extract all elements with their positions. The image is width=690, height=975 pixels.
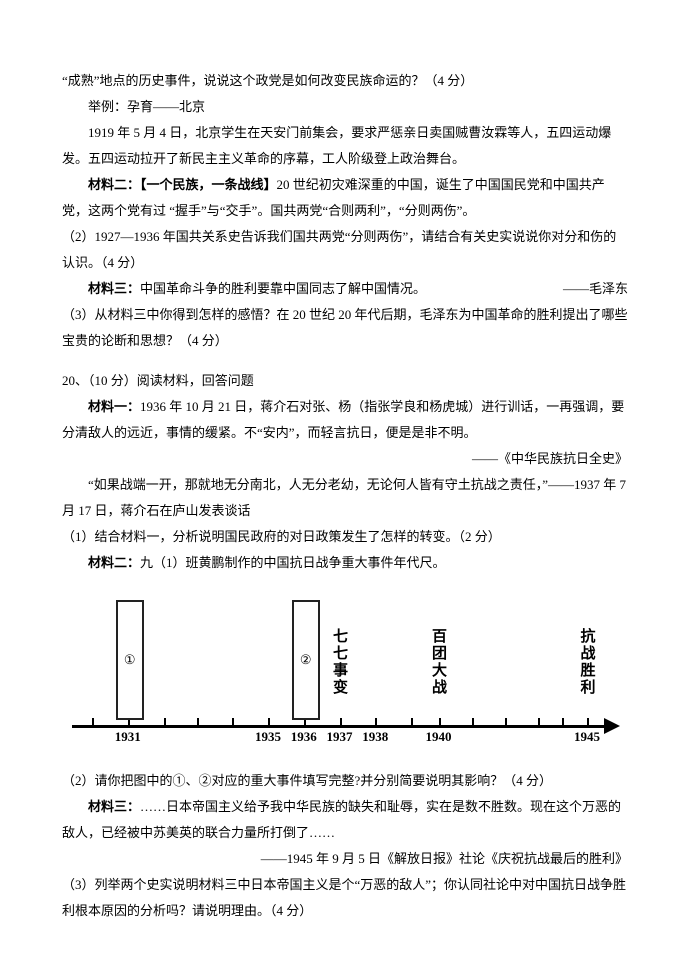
line-may4: 1919 年 5 月 4 日，北京学生在天安门前集会，要求严惩亲日卖国贼曹汝霖等… (62, 120, 628, 172)
line-prev-q: “成熟”地点的历史事件，说说这个政党是如何改变民族命运的？（4 分） (62, 68, 628, 94)
tick (562, 718, 564, 728)
q20-m1: 材料一：1936 年 10 月 21 日，蒋介石对张、杨（指张学良和杨虎城）进行… (62, 394, 628, 446)
year-label: 1935 (255, 724, 281, 750)
year-label: 1937 (327, 724, 353, 750)
q20-m3: 材料三：……日本帝国主义给予我中华民族的缺失和耻辱，实在是数不胜数。现在这个万恶… (62, 794, 628, 846)
q20-m1-cite1: ——《中华民族抗日全史》 (62, 446, 628, 472)
material-2: 材料二：【一个民族，一条战线】20 世纪初灾难深重的中国，诞生了中国国民党和中国… (62, 172, 628, 224)
event-label: 抗战胜利 (578, 604, 595, 720)
tick (505, 718, 507, 728)
material-3-cite: ——毛泽东 (537, 276, 628, 302)
tick (164, 718, 166, 728)
material-3: 材料三：中国革命斗争的胜利要靠中国同志了解中国情况。 ——毛泽东 (62, 276, 628, 302)
year-label: 1940 (426, 724, 452, 750)
blank-box: ① (116, 600, 144, 720)
q20-m3-head: 材料三： (88, 799, 140, 814)
event-label: 七七事变 (331, 604, 348, 720)
material-3-body: 中国革命斗争的胜利要靠中国同志了解中国情况。 (140, 281, 426, 296)
tick (472, 718, 474, 728)
event-label: 百团大战 (430, 604, 447, 720)
blank-box: ② (292, 600, 320, 720)
q20-title: 20、（10 分）阅读材料，回答问题 (62, 368, 628, 394)
q20-3: （3）列举两个史实说明材料三中日本帝国主义是个“万恶的敌人”；你认同社论中对中国… (62, 872, 628, 924)
year-label: 1938 (362, 724, 388, 750)
material-3-head: 材料三： (88, 281, 140, 296)
q-3: （3）从材料三中你得到怎样的感悟？在 20 世纪 20 年代后期，毛泽东为中国革… (62, 302, 628, 354)
event-label-text: 百团大战 (430, 628, 447, 696)
q20-m1-quote: “如果战端一开，那就地无分南北，人无分老幼，无论何人皆有守土抗战之责任，”——1… (62, 472, 628, 524)
q20-1: （1）结合材料一，分析说明国民政府的对日政策发生了怎样的转变。（2 分） (62, 524, 628, 550)
year-label: 1931 (115, 724, 141, 750)
arrowhead-icon (604, 718, 620, 734)
q20-m3-cite: ——1945 年 9 月 5 日《解放日报》社论《庆祝抗战最后的胜利》 (62, 846, 628, 872)
event-label-text: 七七事变 (331, 628, 348, 696)
tick (411, 718, 413, 728)
tick (232, 718, 234, 728)
q20-m2-body: 九（1）班黄鹏制作的中国抗日战争重大事件年代尺。 (140, 555, 446, 570)
q-2: （2）1927—1936 年国共关系史告诉我们国共两党“分则两伤”，请结合有关史… (62, 224, 628, 276)
q20-m2-head: 材料二： (88, 555, 140, 570)
tick (92, 718, 94, 728)
year-label: 1945 (574, 724, 600, 750)
exam-page: “成熟”地点的历史事件，说说这个政党是如何改变民族命运的？（4 分） 举例：孕育… (0, 0, 690, 964)
timeline-figure: 1931 1935 1936 1937 1938 1940 1945 ① ② 七七事变 百团大战 抗战… (62, 588, 628, 760)
tick (538, 718, 540, 728)
blank-box-id: ① (124, 647, 136, 673)
q20-m1-body: 1936 年 10 月 21 日，蒋介石对张、杨（指张学良和杨虎城）进行训话，一… (62, 399, 624, 440)
event-label-text: 抗战胜利 (578, 628, 595, 696)
tick (197, 718, 199, 728)
q20-2: （2）请你把图中的①、②对应的重大事件填写完整?并分别简要说明其影响？（4 分） (62, 768, 628, 794)
blank-box-id: ② (300, 647, 312, 673)
line-example: 举例：孕育——北京 (62, 94, 628, 120)
q20-m2: 材料二：九（1）班黄鹏制作的中国抗日战争重大事件年代尺。 (62, 550, 628, 576)
year-label: 1936 (291, 724, 317, 750)
q20-m1-head: 材料一： (88, 399, 140, 414)
material-2-head: 材料二：【一个民族，一条战线】 (88, 177, 277, 192)
timeline: 1931 1935 1936 1937 1938 1940 1945 ① ② 七七事变 百团大战 抗战… (70, 594, 620, 754)
q20-m3-body: ……日本帝国主义给予我中华民族的缺失和耻辱，实在是数不胜数。现在这个万恶的敌人，… (62, 799, 621, 840)
